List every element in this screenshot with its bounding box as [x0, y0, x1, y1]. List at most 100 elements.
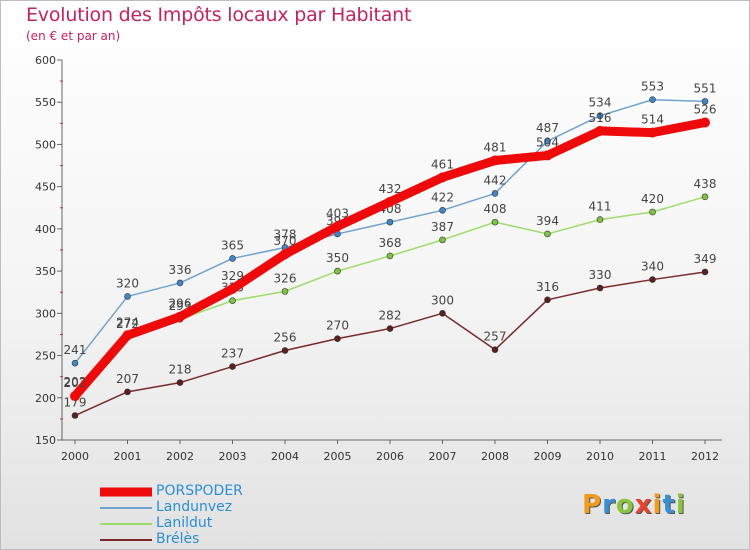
- data-point-porspoder: [700, 117, 710, 128]
- data-label-lanildut: 387: [431, 220, 454, 234]
- data-point-lanildut: [596, 216, 604, 223]
- x-tick-label: 2010: [586, 450, 614, 463]
- data-point-breles: [544, 296, 551, 304]
- data-point-breles: [386, 325, 394, 332]
- y-tick-label: 250: [35, 350, 56, 363]
- data-point-porspoder: [385, 196, 395, 207]
- legend-label: Landunvez: [156, 499, 233, 515]
- legend-swatch: [100, 507, 152, 509]
- data-label-landunvez: 534: [589, 96, 612, 110]
- data-point-porspoder: [227, 283, 238, 294]
- data-label-landunvez: 553: [641, 80, 664, 94]
- data-point-landunvez: [71, 359, 79, 367]
- data-point-lanildut: [334, 267, 341, 275]
- data-label-breles: 256: [274, 330, 297, 344]
- data-point-porspoder: [542, 150, 553, 161]
- data-label-breles: 218: [169, 363, 192, 377]
- data-point-lanildut: [281, 288, 289, 295]
- data-label-landunvez: 378: [274, 227, 297, 241]
- y-tick-label: 500: [35, 138, 56, 151]
- data-point-breles: [596, 284, 604, 292]
- data-label-porspoder: 504: [536, 135, 559, 149]
- data-point-breles: [176, 379, 184, 386]
- data-point-breles: [439, 310, 446, 317]
- data-point-breles: [701, 268, 709, 276]
- data-label-porspoder: 296: [169, 297, 192, 311]
- data-label-breles: 340: [641, 260, 664, 274]
- legend-swatch: [100, 523, 152, 525]
- data-label-porspoder: 481: [484, 140, 507, 154]
- data-label-porspoder: 526: [694, 102, 717, 116]
- data-label-landunvez: 422: [431, 190, 454, 204]
- data-label-porspoder: 514: [641, 113, 664, 127]
- legend-label: Lanildut: [156, 515, 213, 531]
- data-label-porspoder: 370: [274, 234, 297, 248]
- data-point-lanildut: [229, 297, 236, 304]
- y-tick-label: 200: [35, 392, 56, 405]
- data-point-lanildut: [544, 230, 551, 238]
- data-point-landunvez: [176, 279, 184, 287]
- data-label-lanildut: 272: [116, 317, 139, 331]
- x-tick-label: 2007: [429, 450, 457, 463]
- data-label-porspoder: 403: [326, 206, 349, 220]
- y-tick-label: 300: [35, 307, 56, 320]
- data-point-porspoder: [647, 127, 658, 138]
- data-point-landunvez: [701, 98, 709, 105]
- data-label-landunvez: 241: [64, 343, 87, 357]
- x-tick-label: 2000: [61, 450, 89, 463]
- data-label-breles: 237: [221, 347, 244, 361]
- y-tick-label: 550: [35, 96, 56, 109]
- data-label-landunvez: 442: [484, 173, 507, 187]
- y-tick-label: 350: [35, 265, 56, 278]
- data-point-breles: [124, 388, 131, 396]
- data-point-breles: [229, 363, 236, 370]
- data-point-porspoder: [595, 125, 605, 136]
- data-label-lanildut: 420: [641, 192, 664, 206]
- data-label-lanildut: 438: [694, 177, 717, 191]
- data-label-porspoder: 516: [589, 111, 612, 125]
- data-point-porspoder: [332, 221, 343, 232]
- data-label-lanildut: 411: [589, 200, 612, 214]
- legend-label: Brélès: [156, 531, 200, 547]
- data-label-lanildut: 350: [326, 251, 349, 265]
- data-point-landunvez: [491, 190, 499, 197]
- y-tick-label: 450: [35, 181, 56, 194]
- data-point-porspoder: [122, 330, 133, 341]
- data-label-breles: 300: [431, 293, 454, 307]
- data-label-breles: 316: [536, 280, 559, 294]
- data-point-breles: [334, 335, 341, 342]
- legend-swatch: [100, 487, 152, 497]
- x-tick-label: 2006: [376, 450, 404, 463]
- x-tick-label: 2002: [166, 450, 194, 463]
- data-label-porspoder: 432: [379, 182, 402, 196]
- data-label-porspoder: 461: [431, 157, 454, 171]
- x-tick-label: 2003: [219, 450, 247, 463]
- data-label-landunvez: 365: [221, 238, 244, 252]
- x-tick-label: 2005: [324, 450, 352, 463]
- data-point-landunvez: [124, 293, 131, 300]
- data-label-breles: 270: [326, 319, 349, 333]
- data-label-lanildut: 368: [379, 236, 402, 250]
- x-tick-label: 2008: [481, 450, 509, 463]
- data-point-landunvez: [649, 96, 656, 103]
- data-label-landunvez: 487: [536, 121, 559, 135]
- data-point-lanildut: [649, 208, 656, 216]
- data-label-landunvez: 336: [169, 263, 192, 277]
- data-label-porspoder: 202: [64, 376, 87, 390]
- data-point-porspoder: [70, 391, 80, 402]
- x-tick-label: 2009: [534, 450, 562, 463]
- x-tick-label: 2011: [639, 450, 667, 463]
- data-label-lanildut: 408: [484, 202, 507, 216]
- data-point-breles: [281, 347, 289, 354]
- y-tick-label: 600: [35, 54, 56, 67]
- x-tick-label: 2001: [114, 450, 142, 463]
- data-point-landunvez: [544, 137, 551, 145]
- chart-subtitle: (en € et par an): [26, 29, 121, 43]
- data-point-landunvez: [439, 207, 446, 214]
- proxiti-logo: Proxiti: [582, 490, 686, 520]
- x-tick-label: 2004: [271, 450, 299, 463]
- series-line-breles: [74, 271, 706, 417]
- y-tick-label: 400: [35, 223, 56, 236]
- data-point-lanildut: [701, 193, 709, 201]
